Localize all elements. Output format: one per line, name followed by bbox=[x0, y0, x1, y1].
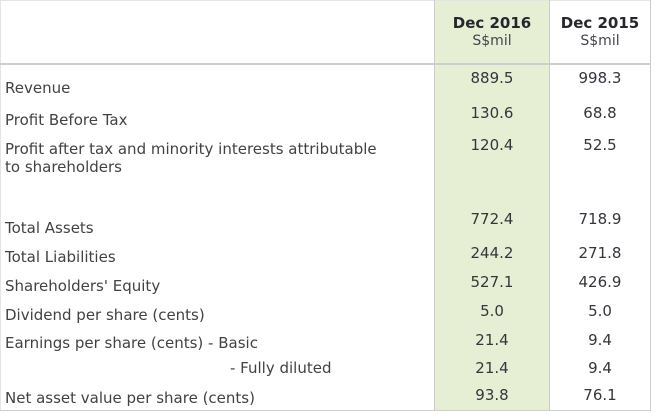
row-label: Total Liabilities bbox=[5, 248, 116, 266]
value-dec-2016: 21.4 bbox=[434, 327, 550, 355]
header-row: Dec 2016 S$mil Dec 2015 S$mil bbox=[0, 0, 651, 65]
row-label: Profit Before Tax bbox=[5, 111, 128, 129]
row-label: Earnings per share (cents) - Basic bbox=[5, 334, 258, 352]
column-title-dec-2016: Dec 2016 bbox=[452, 14, 532, 32]
value-dec-2016: 120.4 bbox=[434, 132, 550, 179]
value-dec-2015: 76.1 bbox=[583, 386, 617, 404]
table-row: Net asset value per share (cents) 93.8 7… bbox=[1, 382, 651, 410]
value-dec-2016: 130.6 bbox=[434, 100, 550, 132]
row-label: Dividend per share (cents) bbox=[5, 306, 205, 324]
row-label: Total Assets bbox=[5, 219, 94, 237]
value-dec-2015: 271.8 bbox=[578, 244, 622, 262]
table-row: Dividend per share (cents) 5.0 5.0 bbox=[1, 298, 651, 327]
value-dec-2016: 889.5 bbox=[434, 64, 550, 100]
table-row: - Fully diluted 21.4 9.4 bbox=[1, 355, 651, 382]
table-row: Total Liabilities 244.2 271.8 bbox=[1, 240, 651, 269]
column-header-dec-2016: Dec 2016 S$mil bbox=[434, 0, 550, 65]
value-dec-2016: 244.2 bbox=[434, 240, 550, 269]
row-label: Shareholders' Equity bbox=[5, 277, 161, 295]
row-label: Net asset value per share (cents) bbox=[5, 388, 255, 407]
column-unit-dec-2015: S$mil bbox=[580, 33, 620, 49]
value-dec-2015: 998.3 bbox=[578, 69, 622, 87]
table-row: Profit Before Tax 130.6 68.8 bbox=[1, 100, 651, 132]
row-label: Revenue bbox=[5, 79, 71, 97]
value-dec-2016: 93.8 bbox=[434, 382, 550, 410]
column-unit-dec-2016: S$mil bbox=[472, 33, 512, 49]
value-dec-2015: 426.9 bbox=[578, 273, 622, 291]
table-row: Shareholders' Equity 527.1 426.9 bbox=[1, 269, 651, 298]
table-row: Revenue 889.5 998.3 bbox=[1, 64, 651, 100]
value-dec-2016: 5.0 bbox=[434, 298, 550, 327]
row-label bbox=[1, 179, 435, 206]
table-row: Total Assets 772.4 718.9 bbox=[1, 206, 651, 240]
value-dec-2016: 21.4 bbox=[434, 355, 550, 382]
row-label: - Fully diluted bbox=[230, 359, 332, 377]
table-row: Profit after tax and minority interests … bbox=[1, 132, 651, 179]
row-label: Profit after tax and minority interests … bbox=[5, 140, 377, 176]
value-dec-2016: 772.4 bbox=[434, 206, 550, 240]
value-dec-2015: 68.8 bbox=[583, 104, 617, 122]
value-dec-2015: 718.9 bbox=[578, 210, 622, 228]
spacer-row bbox=[1, 179, 651, 206]
value-dec-2015 bbox=[550, 179, 651, 206]
column-title-dec-2015: Dec 2015 bbox=[560, 14, 640, 32]
financial-summary-table: Dec 2016 S$mil Dec 2015 S$mil Revenue 88… bbox=[0, 0, 651, 411]
value-dec-2015: 9.4 bbox=[588, 359, 612, 377]
value-dec-2015: 52.5 bbox=[583, 136, 617, 154]
value-dec-2016 bbox=[434, 179, 550, 206]
value-dec-2016: 527.1 bbox=[434, 269, 550, 298]
header-empty-cell bbox=[0, 0, 435, 65]
table-row: Earnings per share (cents) - Basic 21.4 … bbox=[1, 327, 651, 355]
column-header-dec-2015: Dec 2015 S$mil bbox=[549, 0, 651, 65]
value-dec-2015: 9.4 bbox=[588, 331, 612, 349]
value-dec-2015: 5.0 bbox=[588, 302, 612, 320]
